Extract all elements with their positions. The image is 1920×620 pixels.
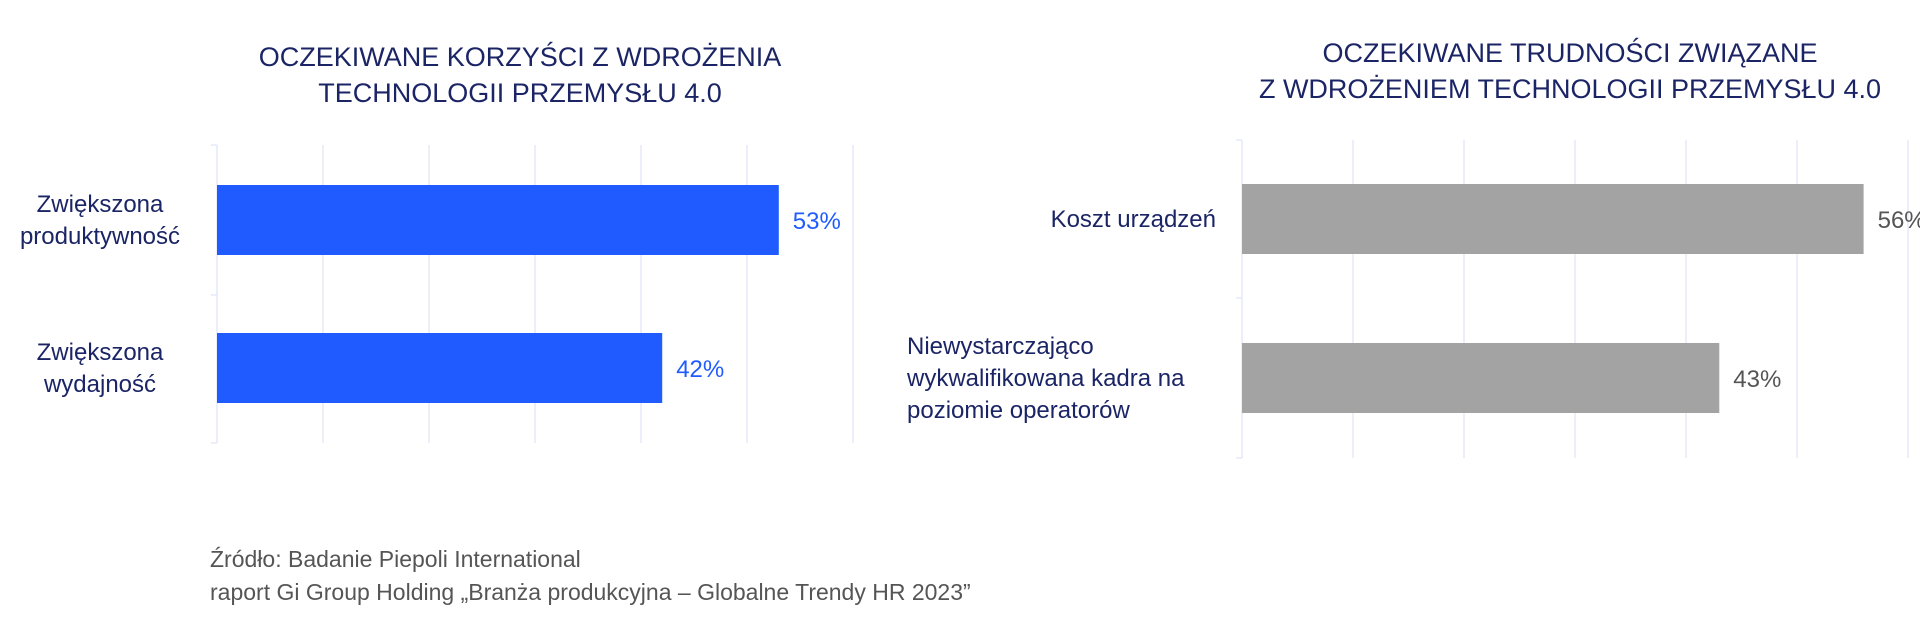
- bar: [217, 333, 663, 403]
- bar: [1242, 184, 1864, 254]
- category-label: Niewystarczająco: [907, 333, 1094, 360]
- category-label: poziomie operatorów: [907, 397, 1130, 424]
- chart-title-difficulties: OCZEKIWANE TRUDNOŚCI ZWIĄZANE Z WDROŻENI…: [1220, 35, 1920, 107]
- value-label: 42%: [676, 356, 724, 383]
- value-label: 56%: [1878, 207, 1920, 234]
- category-label: Koszt urządzeń: [1051, 206, 1216, 233]
- chart-title-benefits: OCZEKIWANE KORZYŚCI Z WDROŻENIA TECHNOLO…: [180, 39, 860, 111]
- chart-title-line: TECHNOLOGII PRZEMYSŁU 4.0: [318, 78, 722, 108]
- chart-title-line: OCZEKIWANE TRUDNOŚCI ZWIĄZANE: [1322, 38, 1818, 68]
- source-note: Źródło: Badanie Piepoli International ra…: [210, 543, 971, 609]
- bar: [1242, 343, 1720, 413]
- category-label: produktywność: [20, 223, 180, 250]
- source-line: raport Gi Group Holding „Branża produkcy…: [210, 579, 971, 605]
- category-label: Zwiększona: [37, 191, 164, 218]
- category-label: Zwiększona: [37, 339, 164, 366]
- chart-title-line: Z WDROŻENIEM TECHNOLOGII PRZEMYSŁU 4.0: [1258, 74, 1882, 104]
- source-line: Źródło: Badanie Piepoli International: [210, 546, 581, 572]
- category-label: wydajność: [43, 371, 156, 398]
- category-label: wykwalifikowana kadra na: [906, 365, 1185, 392]
- bar: [217, 185, 779, 255]
- value-label: 43%: [1733, 366, 1781, 393]
- value-label: 53%: [793, 208, 841, 235]
- chart-title-line: OCZEKIWANE KORZYŚCI Z WDROŻENIA: [258, 42, 782, 72]
